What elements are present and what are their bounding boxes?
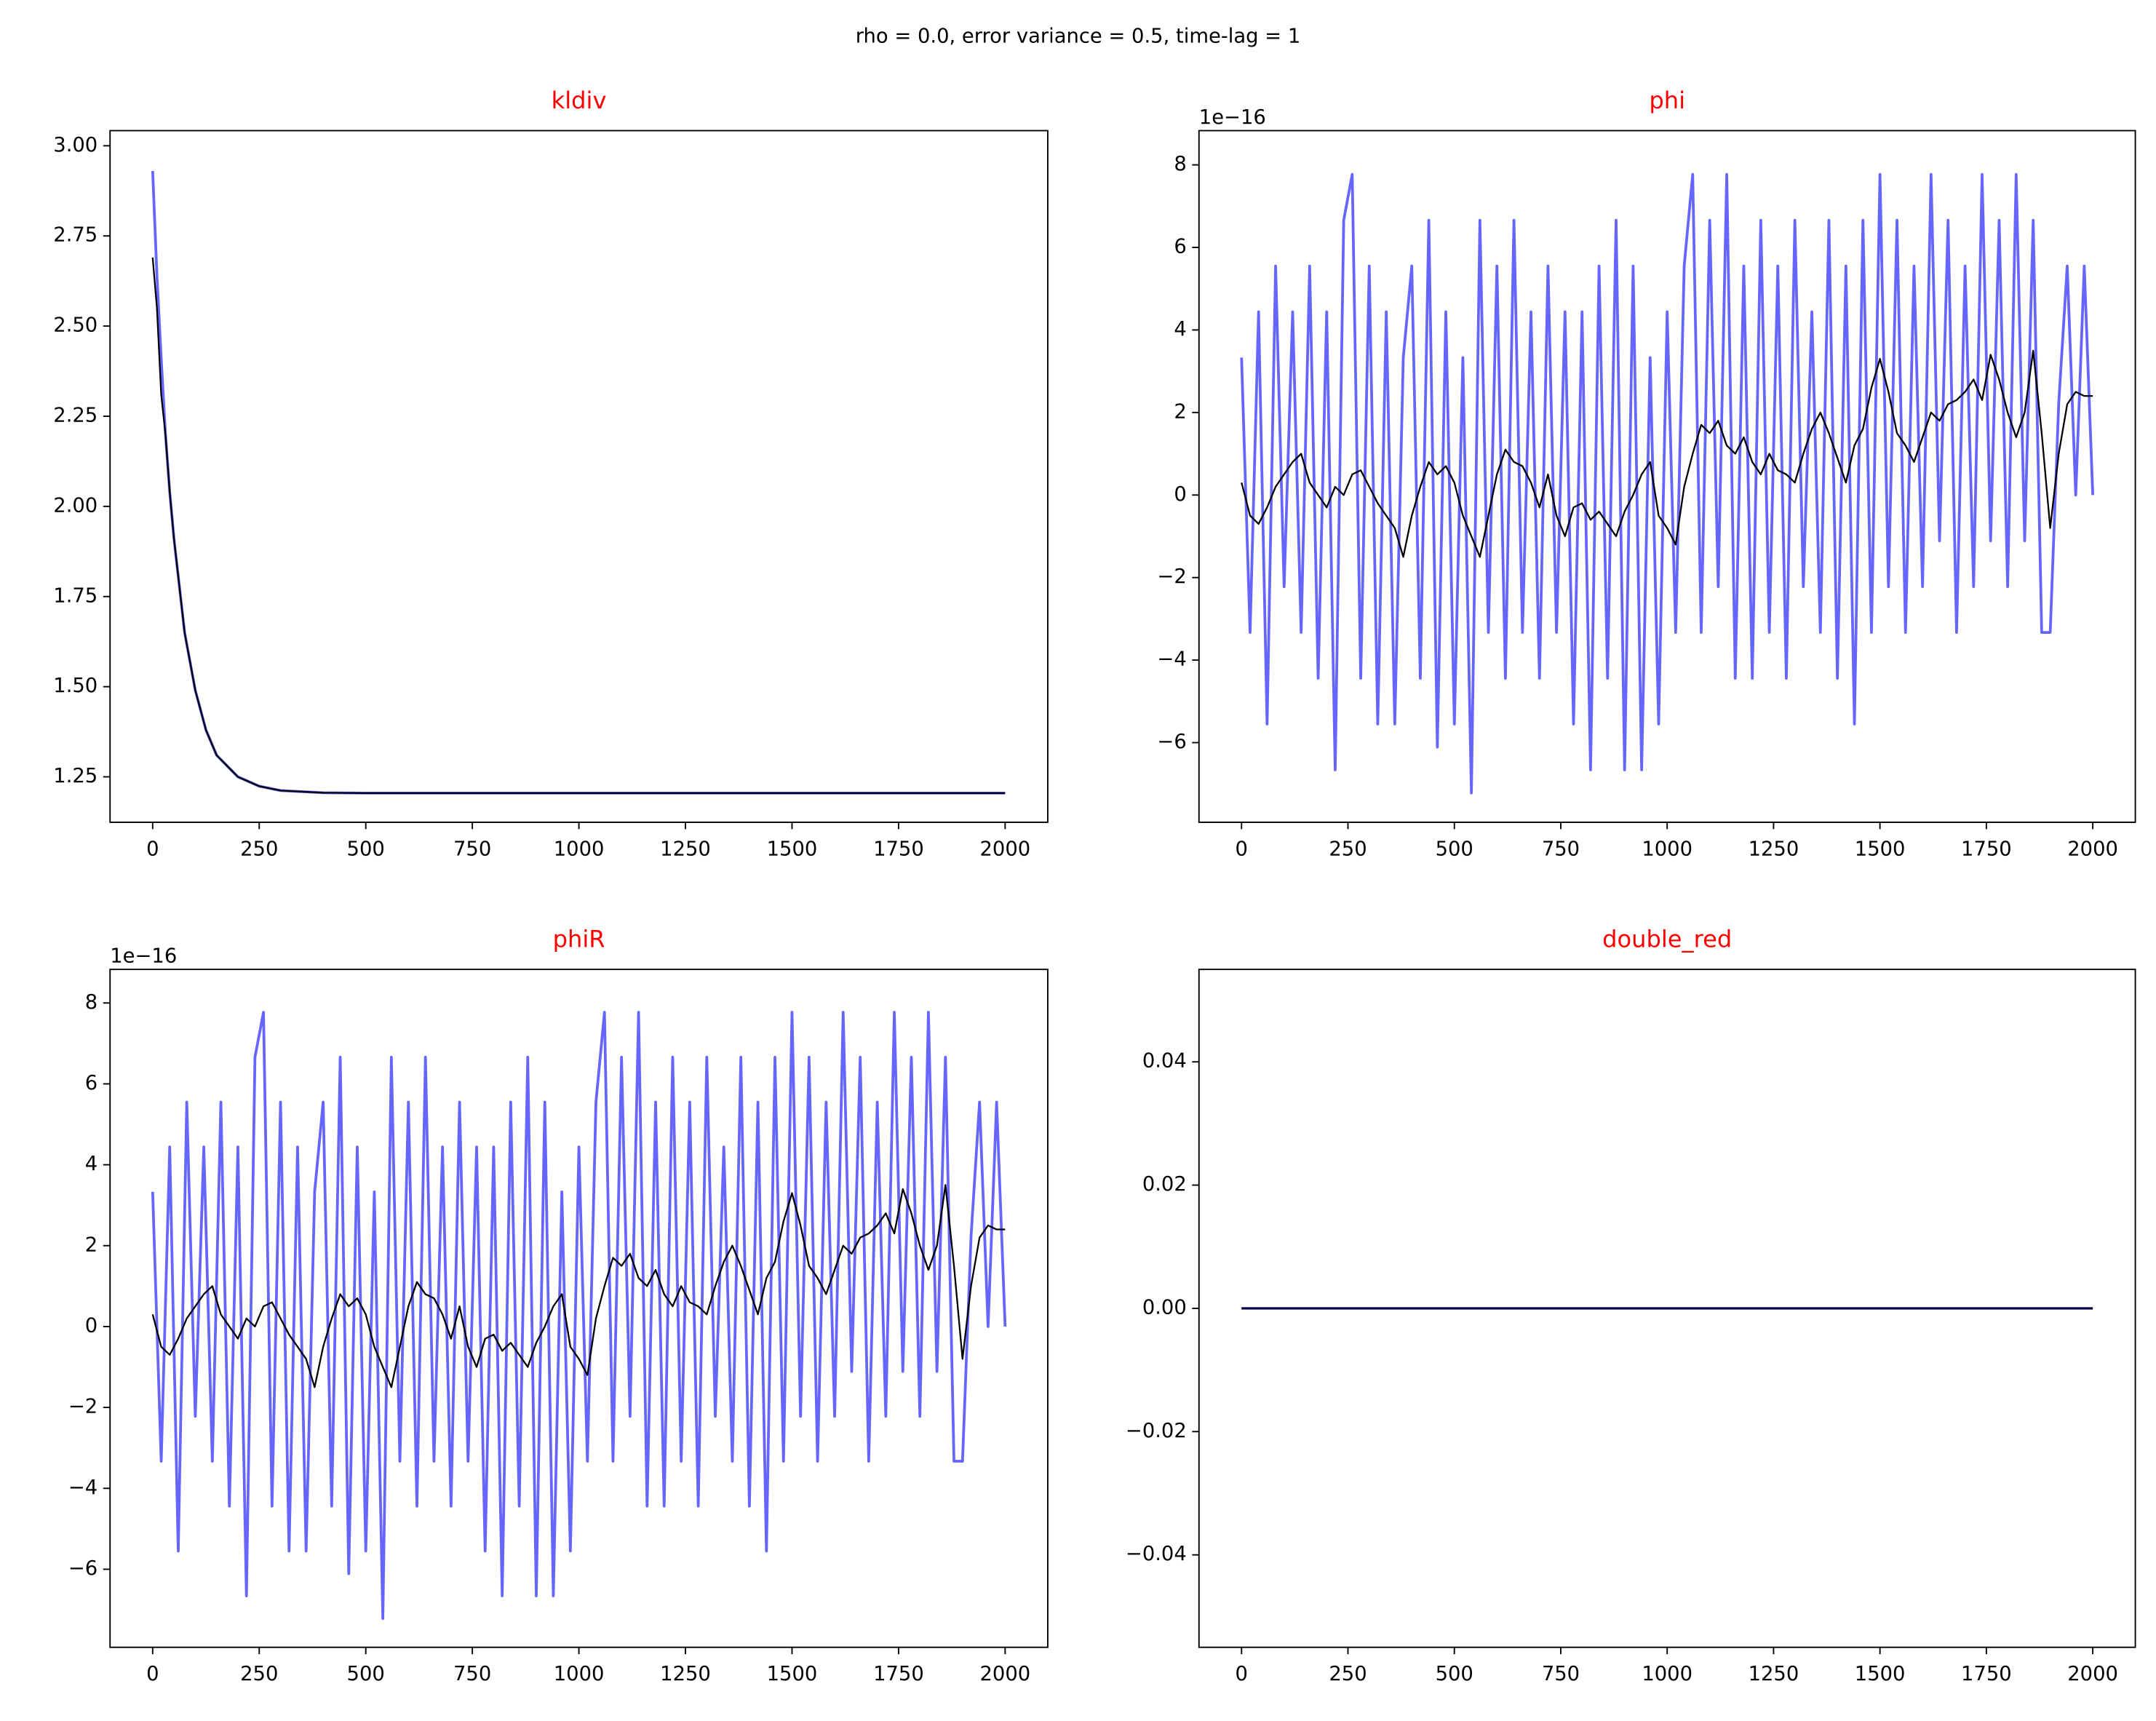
x-tick-label: 0 <box>146 1663 159 1685</box>
subplot-title: double_red <box>1602 925 1732 953</box>
x-tick-label: 750 <box>1542 1663 1580 1685</box>
x-tick-label: 250 <box>1329 1663 1367 1685</box>
x-tick-label: 750 <box>1542 838 1580 860</box>
x-tick-label: 1250 <box>660 838 711 860</box>
y-tick-label: 8 <box>85 991 98 1014</box>
y-tick-label: 2 <box>85 1233 98 1256</box>
y-tick-label: −0.02 <box>1126 1420 1187 1442</box>
x-tick-label: 250 <box>240 838 278 860</box>
axes-frame <box>1198 130 2136 823</box>
x-tick-label: 250 <box>240 1663 278 1685</box>
data-line <box>151 1011 1007 1621</box>
x-tick-label: 1750 <box>873 1663 924 1685</box>
x-tick-label: 0 <box>1236 1663 1248 1685</box>
data-line <box>1241 349 2093 558</box>
y-tick-label: 0.00 <box>1142 1296 1187 1319</box>
x-tick-label: 0 <box>146 838 159 860</box>
y-tick-label: 8 <box>1174 153 1186 175</box>
y-tick-label: −4 <box>68 1476 98 1499</box>
y-tick-label: −6 <box>1157 731 1186 753</box>
y-tick-label: 2.25 <box>53 404 98 426</box>
x-tick-label: 750 <box>453 1663 491 1685</box>
y-tick-label: 3.00 <box>53 134 98 156</box>
x-tick-label: 1750 <box>873 838 924 860</box>
x-tick-label: 2000 <box>980 1663 1031 1685</box>
x-tick-label: 0 <box>1236 838 1248 860</box>
x-tick-label: 500 <box>347 838 385 860</box>
y-tick-label: 2.50 <box>53 314 98 337</box>
x-tick-label: 2000 <box>2067 838 2118 860</box>
axes-frame <box>109 969 1049 1648</box>
subplot-title: phiR <box>553 925 605 953</box>
subplot-title: phi <box>1649 87 1685 114</box>
data-line <box>1240 172 2094 795</box>
x-tick-label: 1250 <box>1749 1663 1799 1685</box>
y-tick-label: −0.04 <box>1126 1543 1187 1565</box>
x-tick-label: 1000 <box>1642 1663 1692 1685</box>
data-line <box>151 170 1006 795</box>
x-tick-label: 2000 <box>980 838 1031 860</box>
x-tick-label: 250 <box>1329 838 1367 860</box>
x-tick-label: 1250 <box>1749 838 1799 860</box>
x-tick-label: 1500 <box>767 838 818 860</box>
x-tick-label: 1500 <box>1855 1663 1906 1685</box>
y-tick-label: −6 <box>68 1557 98 1580</box>
x-tick-label: 1500 <box>1855 838 1906 860</box>
x-tick-label: 1000 <box>554 838 605 860</box>
x-tick-label: 1250 <box>660 1663 711 1685</box>
y-tick-label: 1.75 <box>53 584 98 607</box>
figure-title: rho = 0.0, error variance = 0.5, time-la… <box>856 25 1301 48</box>
x-tick-label: 1000 <box>554 1663 605 1685</box>
subplot-title: kldiv <box>552 87 607 114</box>
y-tick-label: 0.04 <box>1142 1050 1187 1073</box>
y-tick-label: −4 <box>1157 648 1186 671</box>
x-tick-label: 750 <box>453 838 491 860</box>
x-tick-label: 500 <box>1436 1663 1473 1685</box>
y-tick-label: 2 <box>1174 400 1186 423</box>
y-tick-label: 0 <box>85 1314 98 1337</box>
data-line <box>151 257 1006 794</box>
y-offset-label: 1e−16 <box>110 945 177 968</box>
y-tick-label: −2 <box>68 1396 98 1418</box>
data-line <box>151 1184 1006 1388</box>
y-tick-label: 0.02 <box>1142 1173 1187 1196</box>
y-tick-label: 6 <box>1174 235 1186 258</box>
x-tick-label: 500 <box>347 1663 385 1685</box>
y-tick-label: 2.00 <box>53 494 98 517</box>
y-tick-label: 2.75 <box>53 224 98 247</box>
x-tick-label: 500 <box>1436 838 1473 860</box>
x-tick-label: 2000 <box>2067 1663 2118 1685</box>
y-tick-label: 6 <box>85 1072 98 1094</box>
x-tick-label: 1500 <box>767 1663 818 1685</box>
y-tick-label: −2 <box>1157 565 1186 588</box>
axes-frame <box>109 130 1049 823</box>
y-tick-label: 1.50 <box>53 675 98 697</box>
y-tick-label: 4 <box>1174 318 1186 341</box>
axes-frame <box>1198 969 2136 1648</box>
x-tick-label: 1750 <box>1961 1663 2012 1685</box>
y-tick-label: 4 <box>85 1153 98 1175</box>
x-tick-label: 1750 <box>1961 838 2012 860</box>
y-tick-label: 1.25 <box>53 765 98 787</box>
x-tick-label: 1000 <box>1642 838 1692 860</box>
y-tick-label: 0 <box>1174 483 1186 506</box>
y-offset-label: 1e−16 <box>1199 106 1266 129</box>
